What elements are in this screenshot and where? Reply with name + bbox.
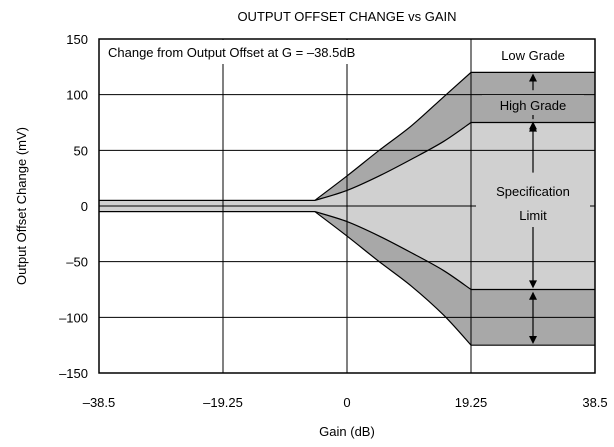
chart-title: OUTPUT OFFSET CHANGE vs GAIN — [237, 9, 456, 24]
y-tick-label: 0 — [81, 199, 88, 214]
x-tick-label: 19.25 — [455, 395, 488, 410]
low-grade-lower-curve — [99, 210, 595, 346]
y-tick-label: –150 — [59, 366, 88, 381]
high-grade-upper-curve — [99, 121, 595, 202]
spec-label-line2: Limit — [519, 208, 547, 223]
x-axis-label: Gain (dB) — [319, 424, 375, 439]
low-grade-upper-curve — [99, 71, 595, 202]
x-tick-labels: –38.5 –19.25 0 19.25 38.5 — [83, 395, 608, 410]
y-tick-label: 100 — [66, 88, 88, 103]
y-tick-label: –100 — [59, 310, 88, 325]
y-tick-label: –50 — [66, 255, 88, 270]
high-grade-lower-curve — [99, 210, 595, 291]
y-tick-labels: 150 100 50 0 –50 –100 –150 — [59, 32, 88, 381]
y-tick-label: 150 — [66, 32, 88, 47]
grid-lines — [99, 39, 595, 373]
high-grade-label: High Grade — [500, 98, 566, 113]
high-grade-label-bg — [482, 95, 584, 115]
arrowhead-spec-down — [529, 280, 537, 289]
y-tick-label: 50 — [74, 143, 88, 158]
x-tick-label: –19.25 — [203, 395, 243, 410]
arrowhead-low-grade-top — [529, 73, 537, 82]
low-grade-label: Low Grade — [501, 48, 565, 63]
y-axis-label: Output Offset Change (mV) — [14, 127, 29, 285]
plot-frame — [98, 38, 596, 374]
annotation-box-text: Change from Output Offset at G = –38.5dB — [108, 45, 355, 60]
arrowhead-spec-up — [529, 123, 537, 132]
x-tick-label: 0 — [343, 395, 350, 410]
annotation-box — [100, 40, 466, 64]
spec-label-bg — [476, 181, 590, 227]
low-grade-label-bg — [476, 45, 592, 65]
arrowhead-low-grade-bottom-down — [529, 336, 537, 345]
x-tick-label: –38.5 — [83, 395, 116, 410]
boundary-curves — [99, 71, 595, 346]
spec-label-line1: Specification — [496, 184, 570, 199]
x-tick-label: 38.5 — [582, 395, 607, 410]
arrowhead-low-grade-bottom-up — [529, 291, 537, 300]
